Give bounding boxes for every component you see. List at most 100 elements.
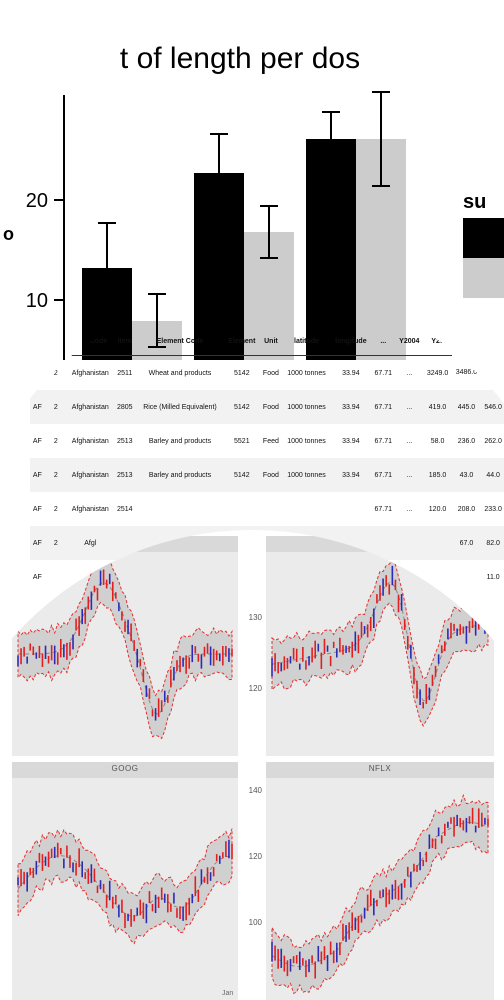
table-cell: 2513 <box>113 458 136 492</box>
table-cell: Afghanistan <box>66 458 114 492</box>
table-cell <box>371 526 396 560</box>
table-cell: 33.94 <box>330 458 372 492</box>
table-cell: 2 <box>44 526 67 560</box>
table-header-cell: Element Code <box>135 327 225 356</box>
table-cell: 82.0 <box>480 526 504 560</box>
table-row: AF 2 Afghanistan 2513 Barley and products 552… <box>30 424 504 458</box>
table-cell <box>136 492 224 526</box>
table-cell: 67.71 <box>374 369 393 377</box>
table-cell: Afghanistan <box>71 505 109 513</box>
table-cell <box>282 492 330 526</box>
table-header-cell: latitude <box>282 327 331 356</box>
y-ticks: 10 20 <box>26 190 64 312</box>
panel-strip-4: NFLX <box>266 762 494 778</box>
table-cell: Afghanistan <box>71 369 109 377</box>
table-cell: 43.0 <box>452 458 481 492</box>
table-cell: 2514 <box>116 505 133 513</box>
table-row: AF 2 Afghanistan 2511 Wheat and products 5142… <box>30 356 504 391</box>
table-cell <box>113 526 136 560</box>
table-cell: 2 <box>44 458 67 492</box>
table-cell <box>224 492 260 526</box>
table-cell: AF <box>30 458 45 492</box>
table-cell: Wheat and products <box>148 369 212 377</box>
stocks-lens: your stocks at once N GOOG NFLX 130 120 … <box>0 530 504 1000</box>
table-cell <box>45 560 67 594</box>
table-cell: 1000 tonnes <box>282 390 331 424</box>
legend-title: su <box>463 191 486 213</box>
table-cell: Barley and products <box>135 458 225 492</box>
panel4-ytick-100: 100 <box>248 918 262 927</box>
moving-average-line <box>17 582 232 715</box>
moving-average-line <box>17 855 233 917</box>
table-cell: 44.0 <box>480 458 504 492</box>
table-cell: 58.0 <box>430 437 445 445</box>
table-cell: Food <box>262 369 279 377</box>
stock-series <box>17 558 489 994</box>
table-cell: AF <box>32 437 42 445</box>
table-cell: ... <box>406 437 413 445</box>
table-cell: Food <box>259 390 283 424</box>
bollinger-band <box>271 559 489 728</box>
table-row: AF 2 Afghanistan 2805 Rice (Milled Equivalen… <box>30 390 504 424</box>
table-cell: 120.0 <box>428 505 447 513</box>
table-cell: 67.71 <box>374 505 393 513</box>
table-cell: 11.0 <box>486 573 500 581</box>
table-cell: 1000 tonnes <box>287 437 326 445</box>
table-header-cell: Unit <box>259 327 283 356</box>
table-cell: 5142 <box>224 390 260 424</box>
bollinger-band <box>17 828 233 945</box>
table-cell: 2805 <box>113 390 136 424</box>
table-cell: AF <box>32 369 42 377</box>
table-cell: 33.94 <box>342 369 360 377</box>
table-cell: ... <box>406 505 413 513</box>
table-cell: 2513 <box>116 437 133 445</box>
table-cell <box>423 526 452 560</box>
table-cell: 2 <box>44 390 67 424</box>
table-cell: 262.0 <box>484 437 502 445</box>
table-cell: 33.94 <box>342 437 360 445</box>
panel4-ytick-120: 120 <box>248 852 262 861</box>
y-tick-label: 10 <box>26 290 48 312</box>
table-cell: 5521 <box>234 437 250 445</box>
table-cell: Afghanistan <box>66 390 114 424</box>
table-cell: 3704. <box>484 369 502 377</box>
table-cell: Afgl <box>66 526 114 560</box>
legend-key-2 <box>463 258 504 298</box>
table-cell: 3486.0 <box>455 369 478 377</box>
legend-key-1 <box>463 218 504 258</box>
table-cell: 67.0 <box>452 526 481 560</box>
table-cell <box>260 492 283 526</box>
table-cell: Rice (Milled Equivalent) <box>135 390 225 424</box>
table-header-cell: Y2004 <box>395 327 424 356</box>
table-cell: ... <box>395 390 424 424</box>
table-cell: ... <box>395 458 424 492</box>
table-header-cell: ... <box>371 327 396 356</box>
table-cell: AF <box>30 390 45 424</box>
table-cell: 2 <box>53 437 58 445</box>
table-row: AF 2 Afghanistan 2514 67.71... 120.0 208.0 233.… <box>30 492 504 526</box>
table-cell: Feed <box>262 437 279 445</box>
table-cell: AF <box>32 505 42 513</box>
moving-average-line <box>271 821 489 968</box>
table-cell <box>331 492 371 526</box>
ylabel-fragment: o <box>3 224 14 244</box>
table-cell: 67.71 <box>371 390 396 424</box>
table-cell: Afghanistan <box>71 437 109 445</box>
y-tick-label: 20 <box>26 190 48 212</box>
table-cell: 236.0 <box>457 437 476 445</box>
table-cell: 419.0 <box>423 390 452 424</box>
chart-title: t of length per dos <box>120 42 360 75</box>
table-cell: 33.94 <box>330 390 372 424</box>
table-cell: 3249.0 <box>426 369 449 377</box>
table-cell: 67.71 <box>371 458 396 492</box>
table-cell: 2511 <box>117 369 133 377</box>
panel-strip-3: GOOG <box>12 762 238 778</box>
table-cell: AF <box>30 526 45 560</box>
table-header-cell: Element <box>224 327 260 356</box>
panel2-ytick-130: 130 <box>248 613 262 622</box>
table-cell: 208.0 <box>457 505 476 513</box>
table-cell: 1000 tonnes <box>282 458 331 492</box>
table-cell: 1000 tonnes <box>287 369 326 377</box>
table-cell: 67.71 <box>374 437 393 445</box>
table-cell <box>452 560 481 594</box>
